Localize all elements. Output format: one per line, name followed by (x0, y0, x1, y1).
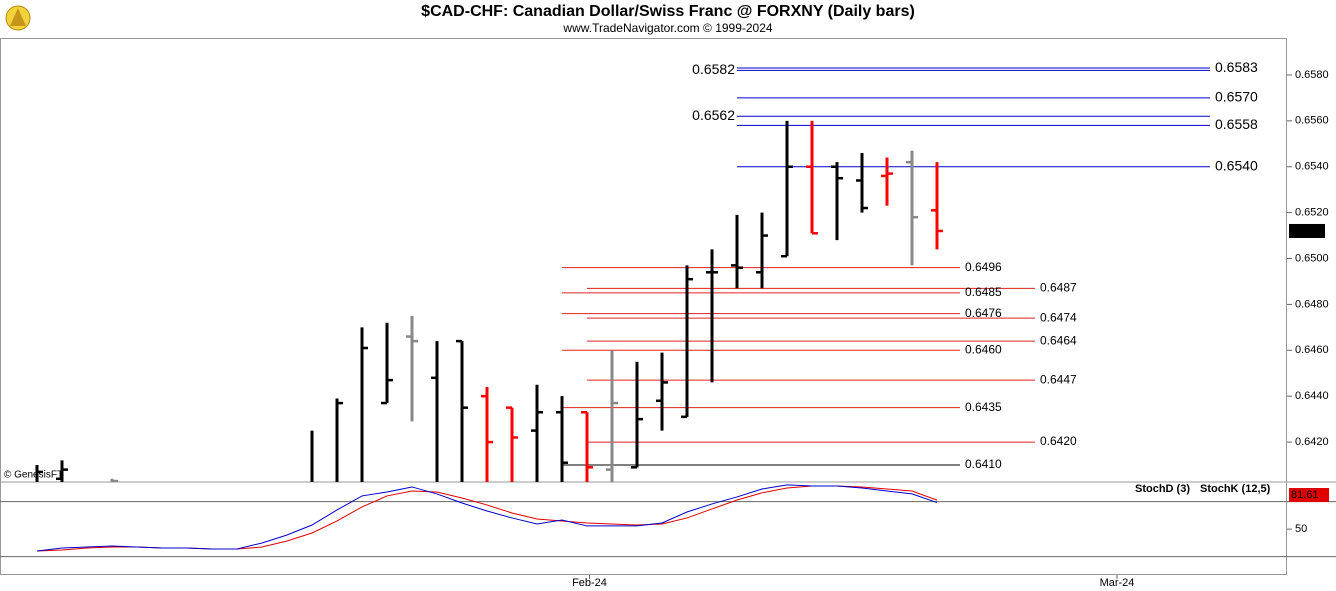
annotation: © GenesisFT (4, 470, 63, 481)
level-label: 0.6420 (1040, 434, 1077, 448)
level-label: 0.6540 (1215, 157, 1258, 173)
level-label: 0.6447 (1040, 372, 1077, 386)
y-tick-label: 0.6560 (1295, 115, 1329, 127)
last-price-box (1289, 223, 1325, 238)
y-tick-label: 0.6480 (1295, 298, 1329, 310)
legend-label: StochD (3) (1135, 483, 1190, 495)
last-value-box (1289, 488, 1329, 502)
last-price-label: 0.6512 (1291, 225, 1325, 237)
y-tick-label: 0.6440 (1295, 390, 1329, 402)
last-value-label: 81.61 (1291, 489, 1319, 501)
level-label: 0.6410 (965, 457, 1002, 471)
stoch-line (36, 484, 938, 552)
plot-frame (0, 38, 1287, 575)
level-label: 0.6435 (965, 400, 1002, 414)
bars (35, 120, 943, 482)
level-label: 0.6476 (965, 306, 1002, 320)
level-label: 0.6583 (1215, 59, 1258, 75)
level-label: 0.6496 (965, 260, 1002, 274)
level-label: 0.6485 (965, 285, 1002, 299)
logo (5, 5, 31, 31)
y-tick-label: 0.6580 (1295, 69, 1329, 81)
x-tick-label: Feb-24 (572, 577, 607, 589)
y-tick-label: 0.6420 (1295, 436, 1329, 448)
level-label: 0.6562 (692, 107, 735, 123)
x-tick-label: Mar-24 (1100, 577, 1135, 589)
y-tick-label: 0.6500 (1295, 252, 1329, 264)
y-tick-label: 0.6520 (1295, 207, 1329, 219)
chart-title: $CAD-CHF: Canadian Dollar/Swiss Franc @ … (421, 3, 915, 20)
level-label: 0.6474 (1040, 310, 1077, 324)
level-label: 0.6570 (1215, 89, 1258, 105)
level-label: 0.6460 (965, 342, 1002, 356)
chart-subtitle: www.TradeNavigator.com © 1999-2024 (562, 21, 772, 35)
level-label: 0.6558 (1215, 116, 1258, 132)
y-tick-label: 0.6540 (1295, 161, 1329, 173)
legend-label: StochK (12,5) (1200, 483, 1271, 495)
level-label: 0.6487 (1040, 281, 1077, 295)
y-tick-label: 0.6460 (1295, 344, 1329, 356)
level-label: 0.6582 (692, 61, 735, 77)
y-tick-label: 50 (1295, 523, 1307, 535)
level-label: 0.6464 (1040, 333, 1077, 347)
